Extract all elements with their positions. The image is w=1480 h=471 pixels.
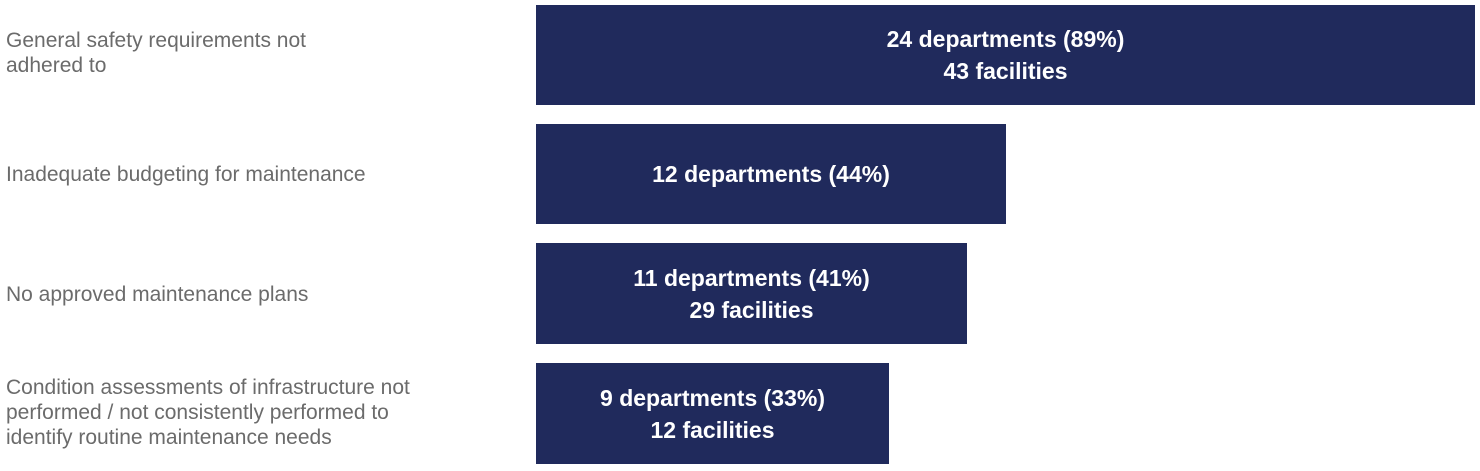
bar-inadequate-budgeting: 12 departments (44%) [536,124,1006,224]
bar-value-facilities: 29 facilities [689,296,814,323]
category-label: Inadequate budgeting for maintenance [6,163,366,186]
bar-value-departments: 9 departments (33%) [600,384,825,411]
bar-value-departments: 12 departments (44%) [652,161,890,187]
category-label: General safety requirements not adhered … [6,29,306,77]
category-label: No approved maintenance plans [6,283,309,306]
category-label: Condition assessments of infrastructure … [6,376,410,449]
bar-value-facilities: 43 facilities [943,58,1068,84]
bar-value-facilities: 12 facilities [650,416,775,443]
bar-condition-assessments: 9 departments (33%) 12 facilities [536,363,889,464]
bar-value-departments: 24 departments (89%) [886,26,1125,52]
bar-value-departments: 11 departments (41%) [633,264,870,291]
bar-no-approved-plans: 11 departments (41%) 29 facilities [536,243,967,344]
bar-general-safety: 24 departments (89%) 43 facilities [536,5,1475,105]
